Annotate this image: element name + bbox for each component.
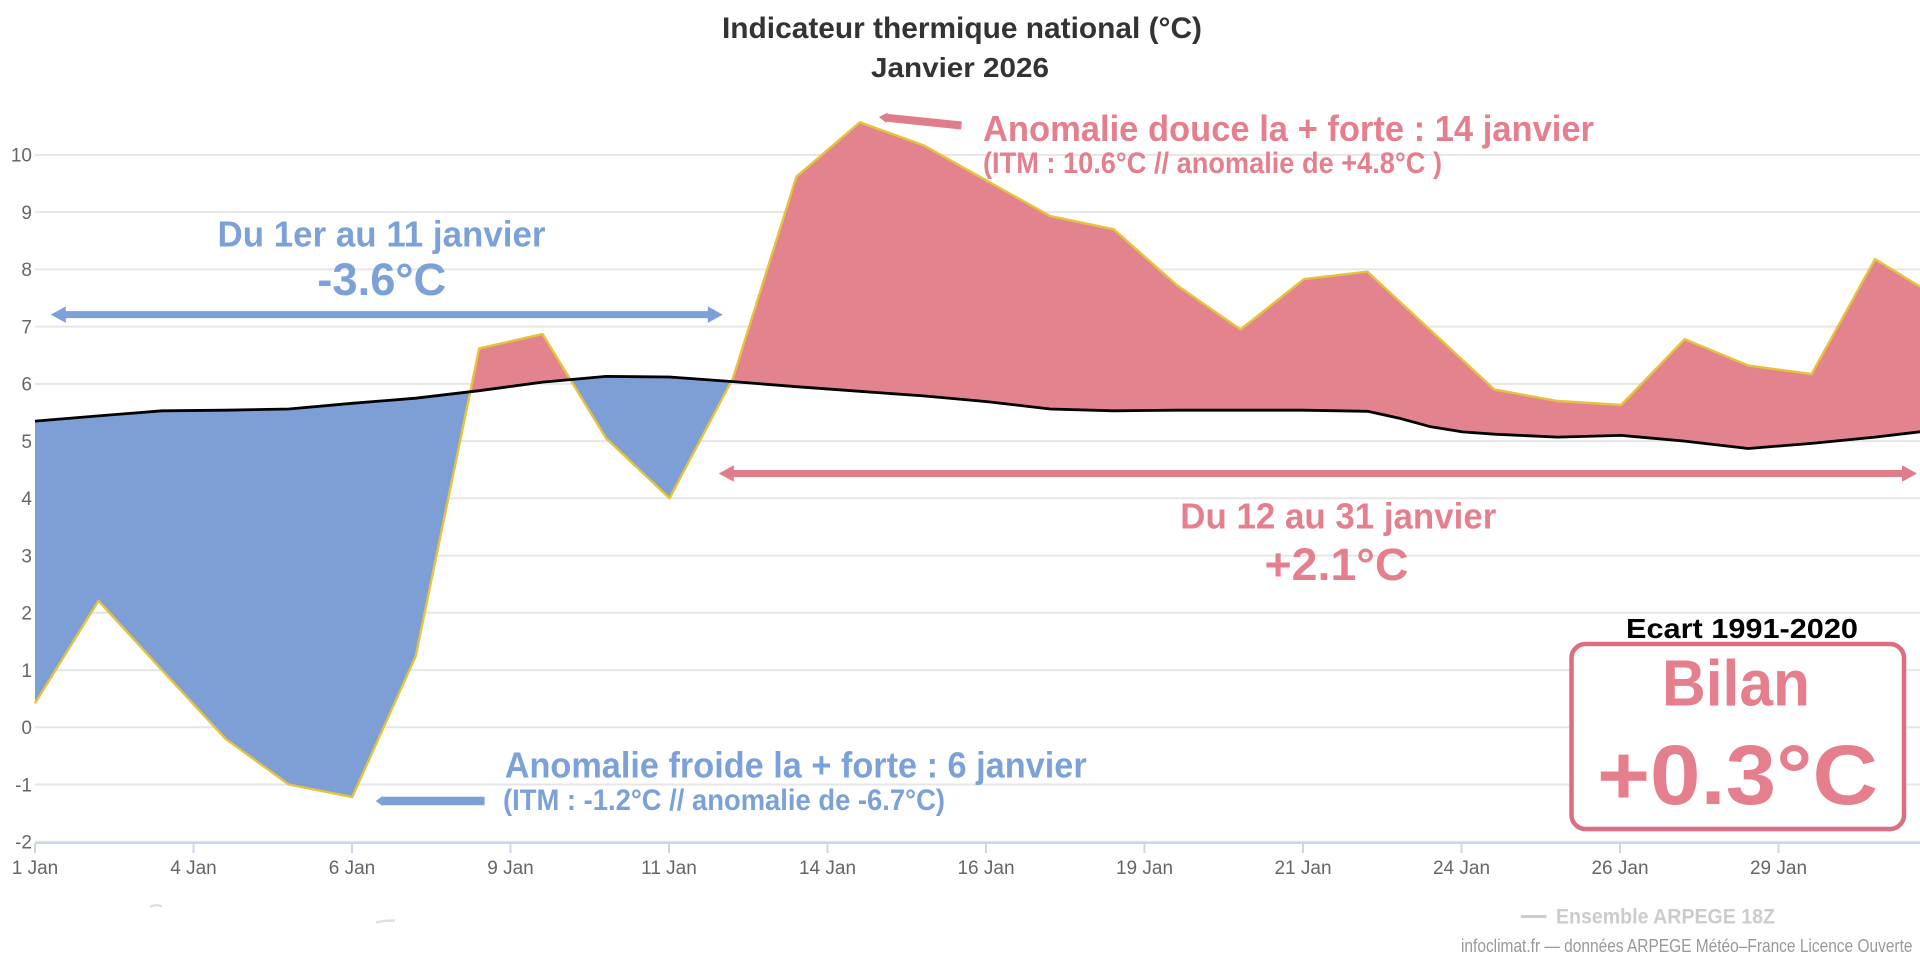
svg-text:26 Jan: 26 Jan — [1591, 858, 1648, 879]
svg-text:6: 6 — [21, 375, 32, 396]
svg-text:16 Jan: 16 Jan — [957, 858, 1014, 879]
svg-text:29 Jan: 29 Jan — [1750, 858, 1807, 879]
svg-text:Du 12 au 31 janvier: Du 12 au 31 janvier — [1180, 495, 1496, 536]
svg-text:5: 5 — [21, 432, 32, 453]
svg-text:+2.1°C: +2.1°C — [1265, 539, 1409, 590]
svg-text:9: 9 — [21, 203, 32, 224]
svg-text:2: 2 — [21, 604, 32, 625]
svg-text:-3.6°C: -3.6°C — [317, 254, 446, 305]
svg-text:10: 10 — [11, 146, 32, 167]
svg-text:8: 8 — [21, 260, 32, 281]
svg-text:1 Jan: 1 Jan — [12, 858, 58, 879]
svg-text:11 Jan: 11 Jan — [641, 858, 697, 879]
svg-text:21 Jan: 21 Jan — [1274, 858, 1331, 879]
svg-text:0: 0 — [21, 718, 32, 739]
svg-text:-2: -2 — [15, 833, 32, 854]
svg-text:7: 7 — [21, 317, 32, 338]
svg-text:3: 3 — [21, 546, 32, 567]
svg-text:-1: -1 — [15, 775, 32, 796]
svg-text:Anomalie douce la + forte : 14: Anomalie douce la + forte : 14 janvier — [983, 108, 1594, 149]
svg-text:4 Jan: 4 Jan — [170, 858, 216, 879]
svg-text:Indicateur thermique national: Indicateur thermique national (°C) — [722, 12, 1202, 45]
svg-text:Janvier 2026: Janvier 2026 — [871, 52, 1049, 83]
svg-text:1: 1 — [21, 661, 32, 682]
svg-text:(ITM : 10.6°C // anomalie de +: (ITM : 10.6°C // anomalie de +4.8°C ) — [983, 147, 1442, 180]
svg-text:Ensemble ARPEGE 18Z: Ensemble ARPEGE 18Z — [1556, 905, 1775, 928]
svg-text:Bilan: Bilan — [1662, 647, 1810, 720]
svg-text:infoclimat.fr — données ARPEGE: infoclimat.fr — données ARPEGE Météo–Fra… — [1461, 936, 1913, 956]
svg-text:Anomalie froide la + forte : 6: Anomalie froide la + forte : 6 janvier — [505, 745, 1087, 786]
svg-text:24 Jan: 24 Jan — [1433, 858, 1490, 879]
svg-text:4: 4 — [21, 489, 32, 510]
svg-text:9 Jan: 9 Jan — [487, 858, 533, 879]
svg-text:+0.3°C: +0.3°C — [1597, 728, 1878, 822]
svg-text:19 Jan: 19 Jan — [1116, 858, 1173, 879]
svg-text:6 Jan: 6 Jan — [329, 858, 375, 879]
svg-text:(ITM : -1.2°C // anomalie de -: (ITM : -1.2°C // anomalie de -6.7°C) — [503, 784, 945, 817]
svg-text:14 Jan: 14 Jan — [799, 858, 856, 879]
svg-text:Du 1er au 11 janvier: Du 1er au 11 janvier — [218, 213, 546, 254]
svg-text:Ecart 1991-2020: Ecart 1991-2020 — [1626, 613, 1858, 644]
